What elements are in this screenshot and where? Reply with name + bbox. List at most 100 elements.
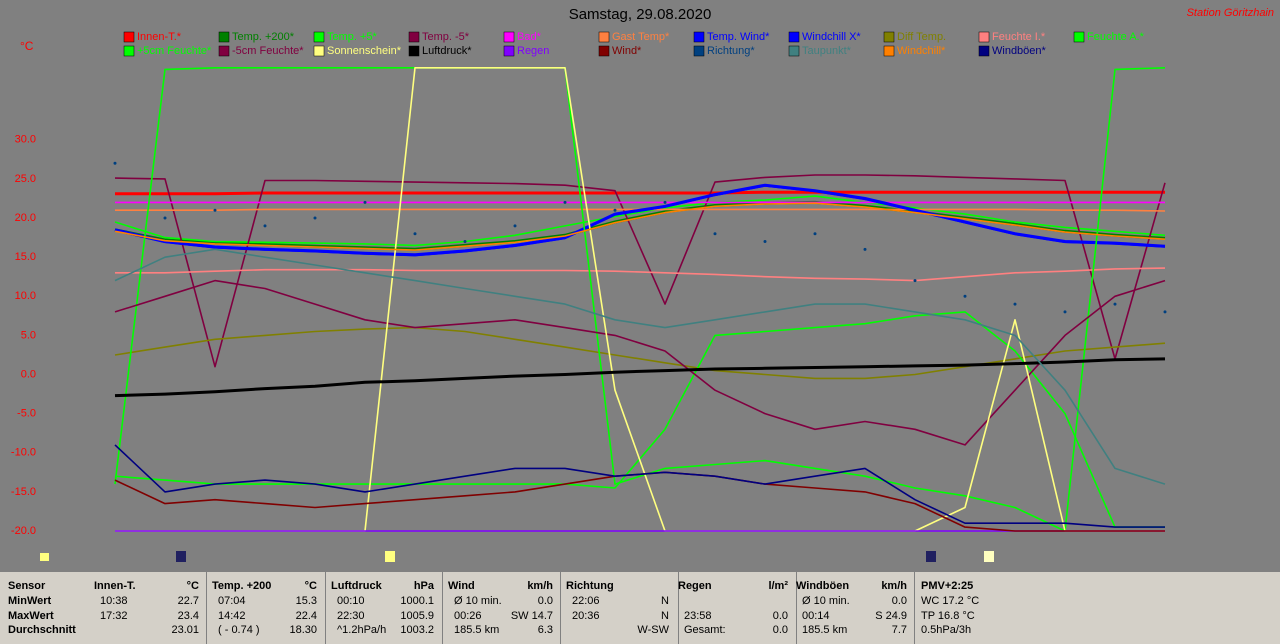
- table-cell: 10:38: [100, 595, 128, 607]
- y-tick-label: 25.0: [15, 173, 36, 185]
- table-cell: 22:06: [572, 595, 600, 607]
- legend-swatch: [1073, 31, 1085, 43]
- table-cell: ^1.2hPa/h: [337, 624, 387, 636]
- table-cell: Windböen: [796, 580, 850, 592]
- table-cell: 7.7: [891, 624, 907, 636]
- legend-swatch: [598, 31, 610, 43]
- table-cell: l/m²: [768, 580, 788, 592]
- table-cell: 14:42: [218, 609, 246, 622]
- table-cell: 22:30: [337, 609, 365, 622]
- icon: [984, 551, 994, 562]
- legend-label: Gast Temp*: [612, 31, 670, 43]
- separator: [678, 572, 679, 644]
- table-cell: 07:04: [218, 595, 246, 607]
- data-point: [1163, 310, 1167, 314]
- table-cell: MaxWert: [8, 609, 54, 622]
- table-cell: 0.5hPa/3h: [921, 624, 972, 636]
- y-tick-label: 10.0: [15, 290, 36, 302]
- table-cell: Innen-T.: [94, 580, 136, 592]
- summary-table: Sensor Innen-T. °C Temp. +200 °C Luftdruck hPa…: [0, 572, 1280, 644]
- table-cell: Richtung: [566, 580, 614, 592]
- data-point: [463, 240, 467, 244]
- data-point: [213, 208, 217, 212]
- table-cell: hPa: [413, 580, 434, 592]
- data-point: [763, 240, 767, 244]
- data-point: [113, 161, 117, 165]
- data-point: [613, 208, 617, 212]
- series-line: [114, 444, 1165, 528]
- data-point: [363, 200, 367, 204]
- series-line: [114, 326, 1166, 380]
- separator: [560, 572, 561, 644]
- y-tick-label: -20.0: [11, 525, 36, 537]
- y-tick-label: 30.0: [15, 134, 36, 146]
- table-cell: 23.01: [171, 624, 199, 636]
- legend-swatch: [313, 31, 325, 43]
- table-cell: 18.30: [289, 624, 317, 636]
- legend-swatch: [693, 31, 705, 43]
- icon-strip: [40, 551, 994, 562]
- separator: [206, 572, 207, 644]
- y-axis-label: °C: [20, 39, 34, 53]
- data-point: [1063, 310, 1067, 314]
- plot-area: [113, 67, 1167, 532]
- table-cell: Ø 10 min.: [454, 595, 502, 607]
- series-line: [115, 190, 1165, 196]
- table-cell: km/h: [527, 580, 553, 592]
- table-cell: 0.0: [537, 595, 553, 607]
- legend-label: Windböen*: [992, 45, 1047, 57]
- separator: [442, 572, 443, 644]
- y-tick-label: -5.0: [17, 408, 36, 420]
- table-cell: 23.4: [177, 609, 199, 622]
- legend-swatch: [408, 31, 420, 43]
- legend-swatch: [978, 31, 990, 43]
- legend-label: Sonnenschein*: [327, 45, 402, 57]
- legend-label: -5cm Feuchte*: [232, 45, 304, 57]
- series-line: [114, 174, 1166, 368]
- icon: [40, 553, 49, 561]
- legend-swatch: [123, 31, 135, 43]
- data-point: [163, 216, 167, 220]
- table-cell: PMV+2:25: [921, 580, 974, 592]
- legend-label: Innen-T.*: [137, 31, 182, 43]
- data-point: [963, 294, 967, 298]
- table-cell: Sensor: [8, 580, 46, 592]
- table-cell: 00:26: [454, 609, 482, 622]
- table-cell: 1005.9: [400, 609, 434, 622]
- table-cell: 17:32: [100, 609, 128, 622]
- legend-swatch: [883, 31, 895, 43]
- background: [0, 0, 1280, 572]
- data-point: [563, 200, 567, 204]
- data-point: [263, 224, 267, 228]
- legend-swatch: [693, 45, 705, 57]
- table-cell: N: [661, 595, 669, 607]
- legend-swatch: [313, 45, 325, 57]
- table-cell: °C: [186, 580, 199, 592]
- table-cell: 15.3: [295, 595, 317, 607]
- data-point: [1013, 302, 1017, 306]
- series-line: [114, 248, 1166, 485]
- y-tick-label: 20.0: [15, 212, 36, 224]
- chart-title: Samstag, 29.08.2020: [569, 6, 712, 23]
- icon: [176, 551, 186, 562]
- table-cell: Regen: [678, 580, 712, 592]
- series-line: [114, 279, 1166, 446]
- table-cell: SW 14.7: [510, 609, 553, 622]
- data-point: [513, 224, 517, 228]
- table-cell: 00:14: [802, 609, 830, 622]
- separator: [914, 572, 915, 644]
- y-tick-label: 0.0: [21, 368, 36, 380]
- table-cell: MinWert: [8, 595, 52, 607]
- legend-label: Wind*: [612, 45, 642, 57]
- table-cell: 0.0: [772, 624, 788, 636]
- legend-swatch: [788, 31, 800, 43]
- data-point: [663, 200, 667, 204]
- table-cell: 22.7: [177, 595, 199, 607]
- station-label: Station Göritzhain: [1187, 7, 1274, 19]
- legend-swatch: [598, 45, 610, 57]
- table-cell: 185.5 km: [802, 624, 848, 636]
- legend-label: Windchill*: [897, 45, 946, 57]
- series-line: [115, 267, 1166, 282]
- legend-swatch: [883, 45, 895, 57]
